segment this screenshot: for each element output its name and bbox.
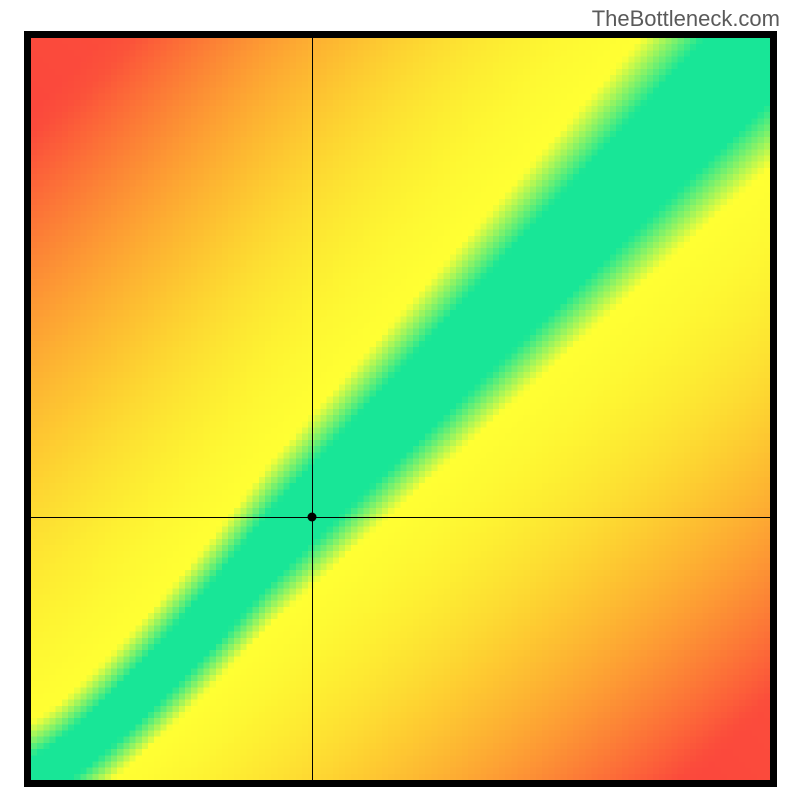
watermark-text: TheBottleneck.com [592,6,780,32]
chart-container: TheBottleneck.com [0,0,800,800]
heatmap-canvas [31,38,770,780]
plot-frame [24,31,777,787]
crosshair-horizontal [31,517,770,518]
crosshair-vertical [312,38,313,780]
marker-dot [307,513,316,522]
